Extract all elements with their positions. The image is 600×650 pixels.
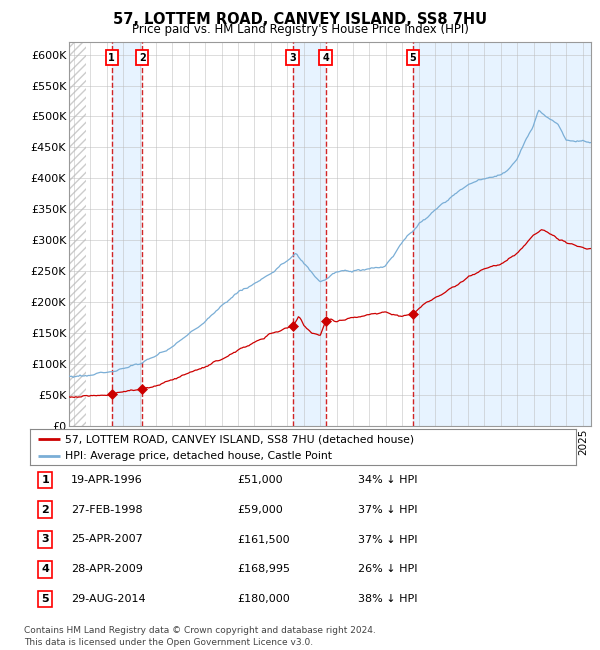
- Text: 5: 5: [41, 594, 49, 604]
- Text: 1: 1: [109, 53, 115, 62]
- Text: 27-FEB-1998: 27-FEB-1998: [71, 504, 143, 515]
- Text: 57, LOTTEM ROAD, CANVEY ISLAND, SS8 7HU (detached house): 57, LOTTEM ROAD, CANVEY ISLAND, SS8 7HU …: [65, 434, 415, 444]
- Text: 28-APR-2009: 28-APR-2009: [71, 564, 143, 575]
- Text: 2: 2: [139, 53, 146, 62]
- Text: 3: 3: [41, 534, 49, 545]
- Text: £51,000: £51,000: [238, 474, 283, 485]
- Text: £168,995: £168,995: [238, 564, 290, 575]
- Bar: [69, 42, 86, 426]
- Text: 37% ↓ HPI: 37% ↓ HPI: [358, 534, 417, 545]
- Text: 37% ↓ HPI: 37% ↓ HPI: [358, 504, 417, 515]
- Text: £161,500: £161,500: [238, 534, 290, 545]
- Text: 29-AUG-2014: 29-AUG-2014: [71, 594, 146, 604]
- Text: 38% ↓ HPI: 38% ↓ HPI: [358, 594, 417, 604]
- Text: 25-APR-2007: 25-APR-2007: [71, 534, 143, 545]
- Text: 3: 3: [289, 53, 296, 62]
- Text: 26% ↓ HPI: 26% ↓ HPI: [358, 564, 417, 575]
- Text: 57, LOTTEM ROAD, CANVEY ISLAND, SS8 7HU: 57, LOTTEM ROAD, CANVEY ISLAND, SS8 7HU: [113, 12, 487, 27]
- Text: 34% ↓ HPI: 34% ↓ HPI: [358, 474, 417, 485]
- Text: 4: 4: [322, 53, 329, 62]
- Text: 19-APR-1996: 19-APR-1996: [71, 474, 143, 485]
- Text: Price paid vs. HM Land Registry's House Price Index (HPI): Price paid vs. HM Land Registry's House …: [131, 23, 469, 36]
- Bar: [413, 42, 591, 426]
- Text: 4: 4: [41, 564, 49, 575]
- Text: £59,000: £59,000: [238, 504, 283, 515]
- Text: Contains HM Land Registry data © Crown copyright and database right 2024.
This d: Contains HM Land Registry data © Crown c…: [24, 626, 376, 647]
- Text: 5: 5: [410, 53, 416, 62]
- Text: £180,000: £180,000: [238, 594, 290, 604]
- Bar: [293, 42, 326, 426]
- Bar: [112, 42, 142, 426]
- Text: 1: 1: [41, 474, 49, 485]
- Text: HPI: Average price, detached house, Castle Point: HPI: Average price, detached house, Cast…: [65, 451, 332, 461]
- Text: 2: 2: [41, 504, 49, 515]
